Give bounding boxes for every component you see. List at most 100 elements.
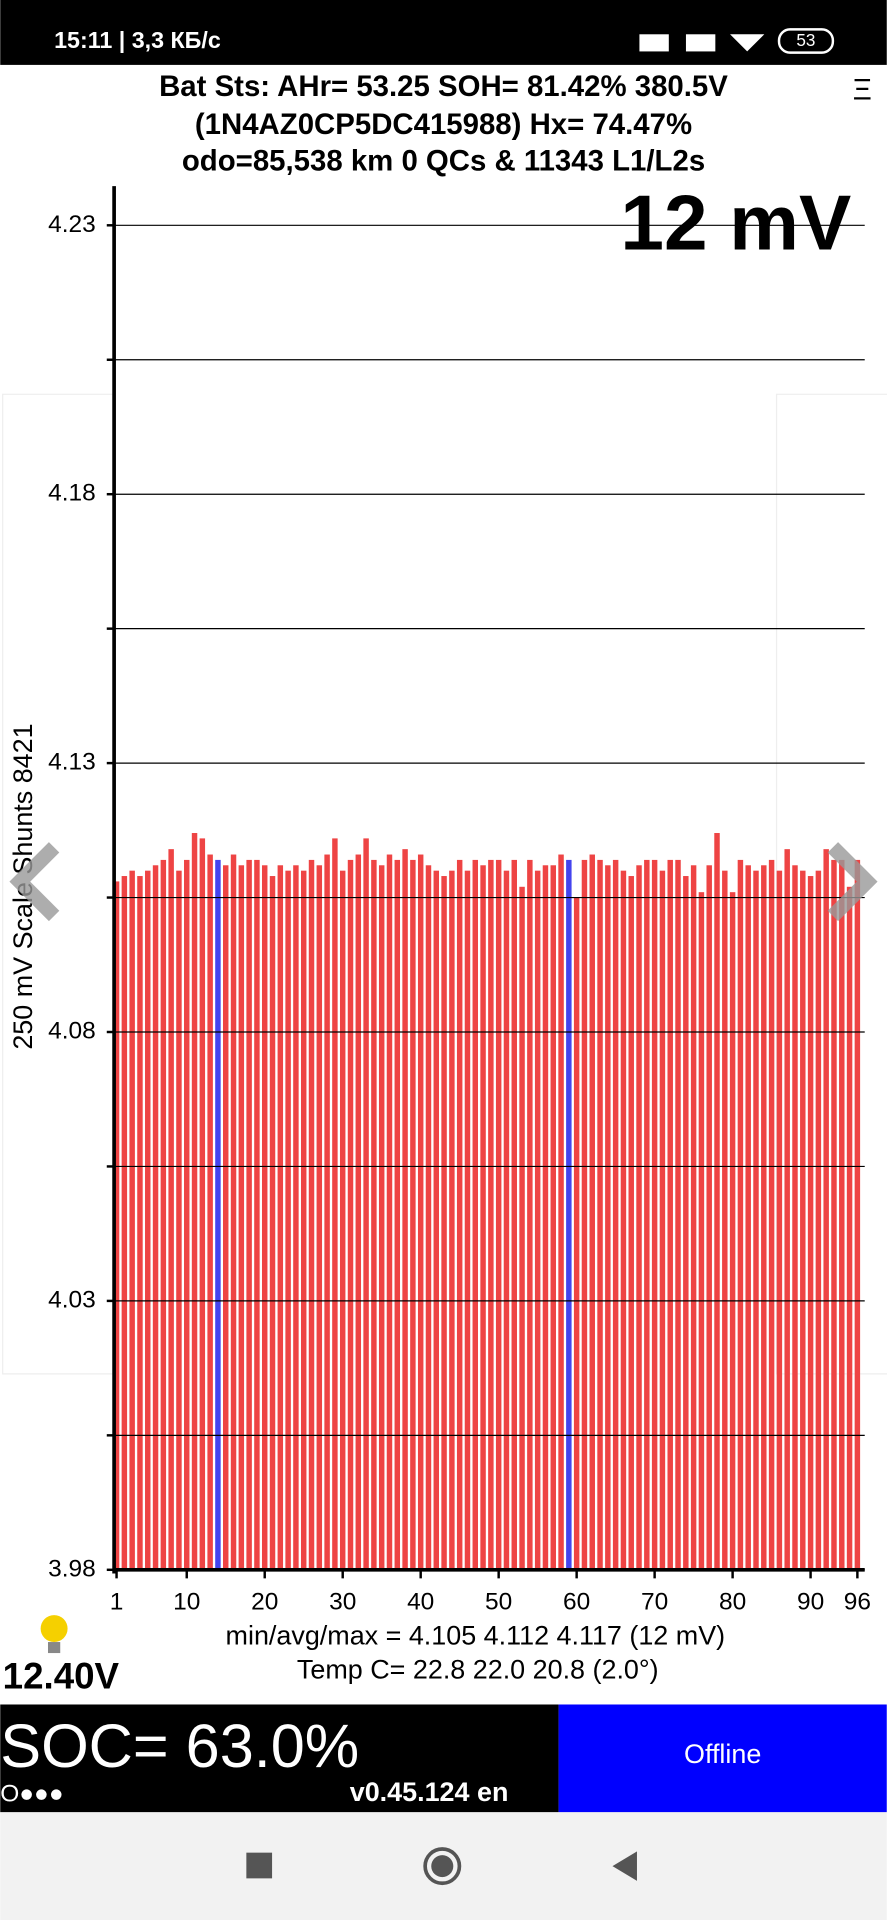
bar [597, 859, 603, 1570]
bar [651, 859, 658, 1570]
soc-panel [0, 1704, 559, 1813]
bar [160, 859, 167, 1570]
bar [378, 865, 385, 1570]
bar [503, 870, 510, 1570]
bar [339, 870, 346, 1570]
bar [675, 859, 681, 1570]
y-tick-label: 4.13 [48, 749, 96, 776]
bar [254, 859, 260, 1570]
bar [807, 876, 814, 1570]
bar [644, 859, 650, 1570]
bar [269, 876, 276, 1570]
bar [137, 876, 143, 1570]
bulb-icon [40, 1615, 68, 1654]
x-tick-label: 40 [407, 1588, 434, 1615]
bar [550, 865, 556, 1570]
bar [347, 859, 354, 1570]
bar [706, 865, 712, 1570]
bar [768, 859, 775, 1570]
bar [191, 833, 198, 1570]
bar [753, 870, 759, 1570]
x-tick-label: 20 [251, 1588, 278, 1615]
bar [495, 859, 502, 1570]
bar [121, 876, 128, 1570]
bar [449, 870, 455, 1570]
bar [433, 870, 440, 1570]
bar [854, 859, 861, 1570]
bar [417, 854, 424, 1570]
x-tick-label: 96 [844, 1588, 871, 1615]
bar [488, 859, 494, 1570]
bar [823, 849, 829, 1570]
bar [761, 865, 767, 1570]
bar [831, 859, 837, 1570]
signal [639, 34, 669, 52]
dots: O●●● [0, 1781, 63, 1808]
bar [215, 859, 221, 1570]
prev-arrow[interactable] [9, 842, 60, 922]
x-tick-label: 60 [563, 1588, 590, 1615]
bar [145, 870, 151, 1570]
bar [683, 876, 689, 1570]
bar [722, 870, 728, 1570]
next-arrow[interactable] [827, 842, 878, 922]
menu-button[interactable]: Ξ [853, 74, 872, 107]
bar [355, 854, 362, 1570]
soc: SOC= 63.0% [0, 1712, 359, 1780]
bar [441, 876, 447, 1570]
bar [605, 865, 611, 1570]
bar [815, 870, 822, 1570]
bar [324, 854, 330, 1570]
bar [238, 865, 245, 1570]
bar [573, 897, 580, 1570]
y-tick-label: 4.18 [48, 480, 96, 507]
nav-recent[interactable] [246, 1852, 273, 1879]
x-tick-label: 50 [485, 1588, 512, 1615]
bar [363, 838, 369, 1570]
bar [511, 859, 517, 1570]
signal [685, 34, 716, 52]
stats-line: Temp C= 22.8 22.0 20.8 (2.0°) [297, 1655, 659, 1685]
bar [636, 865, 642, 1570]
bar [542, 865, 549, 1570]
bar [246, 859, 252, 1570]
bar [846, 886, 853, 1570]
aux-voltage: 12.40V [3, 1655, 120, 1696]
x-tick-label: 30 [329, 1588, 356, 1615]
bar [332, 838, 338, 1570]
bar [737, 859, 744, 1570]
status-button[interactable] [558, 1704, 887, 1813]
bar [394, 859, 401, 1570]
bar [690, 865, 697, 1570]
plot: 3.98 4.03 4.08 4.13 4.18 4.23 1 10 20 30 40 50 60 70 8… [48, 186, 871, 1615]
bar [285, 870, 291, 1570]
bar [316, 865, 323, 1570]
bar [152, 865, 159, 1570]
bar [792, 865, 798, 1570]
nav-back[interactable] [612, 1851, 637, 1881]
bar [698, 892, 705, 1570]
y-tick-label: 4.23 [48, 211, 96, 238]
header-line: Bat Sts: AHr= 53.25 SOH= 81.42% 380.5V [159, 70, 728, 103]
bar [223, 865, 229, 1570]
bulb-base [47, 1642, 61, 1654]
bar [129, 870, 135, 1570]
header-line: (1N4AZ0CP5DC415988) Hx= 74.47% [195, 108, 692, 141]
wifi [730, 34, 765, 52]
bar [659, 870, 666, 1570]
nav-home[interactable] [423, 1847, 462, 1886]
bar [402, 849, 408, 1570]
status-time: 15:11 | 3,3 КБ/с [54, 27, 221, 53]
bar [410, 859, 416, 1570]
bar [207, 854, 213, 1570]
bar [527, 859, 533, 1570]
bar [230, 854, 237, 1570]
y-tick-label: 4.08 [48, 1017, 96, 1044]
bar [714, 833, 720, 1570]
bar [472, 859, 479, 1570]
bar [581, 859, 588, 1570]
annotation: 12 mV [620, 179, 851, 267]
version: v0.45.124 en [350, 1777, 509, 1807]
bar [456, 859, 463, 1570]
bar [425, 865, 432, 1570]
